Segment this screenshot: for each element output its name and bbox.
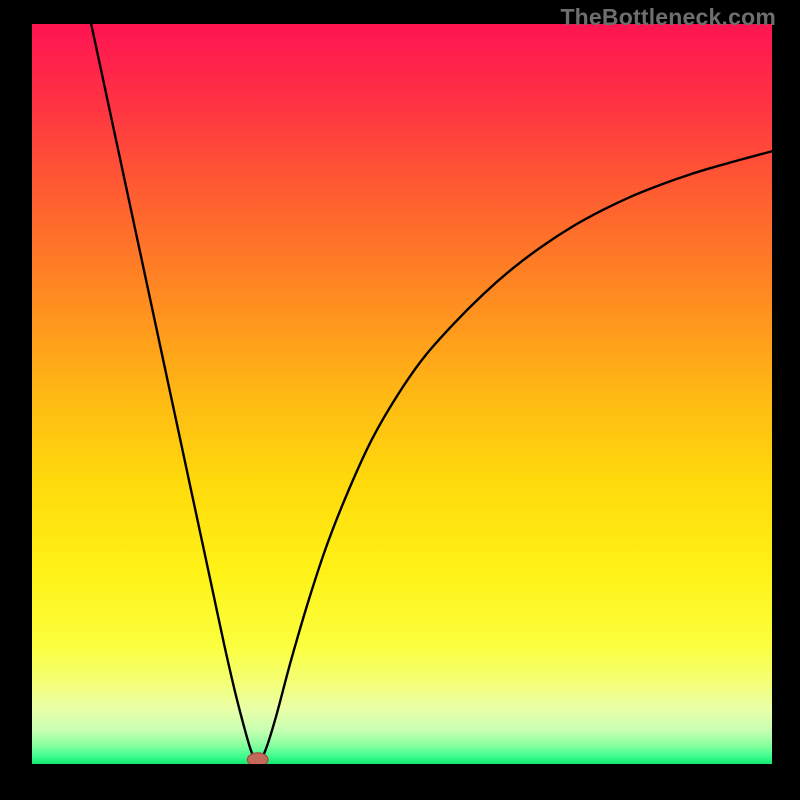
chart-svg: [32, 24, 772, 764]
gradient-background: [32, 24, 772, 764]
plot-area: [32, 24, 772, 764]
optimum-marker: [247, 753, 268, 764]
watermark-text: TheBottleneck.com: [560, 4, 776, 31]
